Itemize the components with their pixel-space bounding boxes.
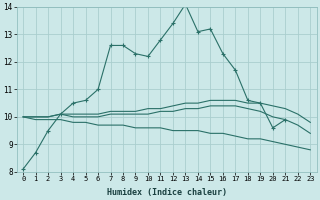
X-axis label: Humidex (Indice chaleur): Humidex (Indice chaleur): [107, 188, 227, 197]
